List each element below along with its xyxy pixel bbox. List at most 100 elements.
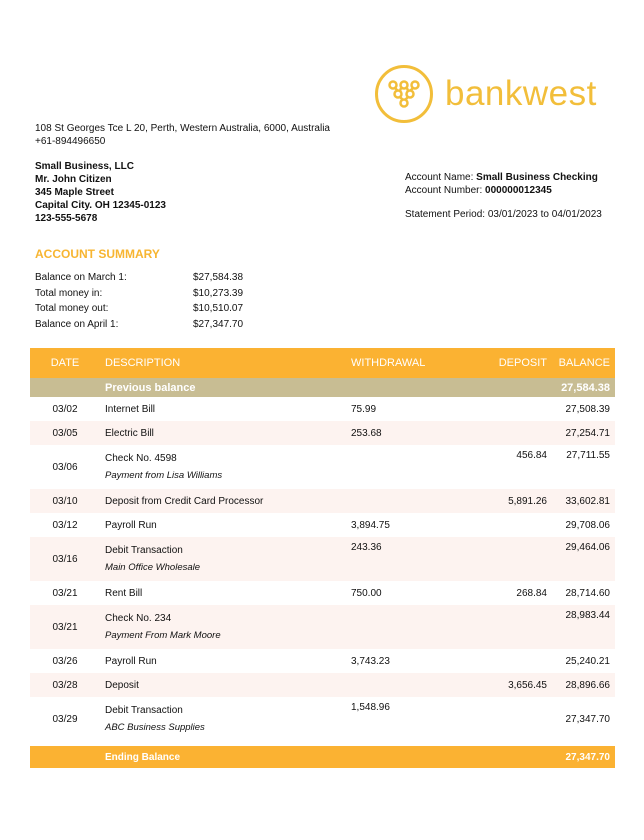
row-balance: 25,240.21	[565, 655, 611, 667]
row-description: Check No. 234 Payment From Mark Moore	[100, 605, 351, 649]
row-desc-main: Check No. 4598	[105, 453, 177, 464]
row-date: 03/21	[52, 587, 78, 599]
customer-line: 123-555-5678	[35, 213, 98, 224]
row-withdrawal: 243.36	[351, 537, 461, 581]
row-desc-main: Internet Bill	[105, 403, 156, 415]
row-balance: 27,254.71	[547, 421, 615, 445]
row-description: Rent Bill	[100, 581, 351, 605]
summary-value: $27,347.70	[193, 318, 244, 330]
summary-row: Total money in: $10,273.39	[35, 288, 243, 304]
row-deposit: 3,656.45	[461, 673, 547, 697]
row-withdrawal: 3,894.75	[351, 519, 390, 531]
account-name-label: Account Name:	[405, 172, 474, 183]
row-withdrawal: 3,743.23	[351, 655, 390, 667]
row-balance: 28,714.60	[565, 587, 611, 599]
row-deposit	[461, 649, 547, 673]
row-deposit: 456.84	[516, 450, 547, 461]
summary-label: Balance on March 1:	[35, 272, 127, 283]
account-number-label: Account Number:	[405, 185, 483, 196]
row-desc-main: Debit Transaction	[105, 545, 183, 556]
row-date: 03/28	[30, 673, 100, 697]
summary-value: $27,584.38	[193, 272, 244, 283]
summary-label: Total money out:	[35, 303, 109, 314]
row-description: Electric Bill	[100, 421, 351, 445]
summary-row: Balance on March 1: $27,584.38	[35, 272, 243, 288]
row-date: 03/12	[52, 519, 78, 531]
row-deposit: 5,891.26	[461, 489, 547, 513]
row-date: 03/26	[52, 655, 78, 667]
customer-line: 345 Maple Street	[35, 187, 114, 198]
header-date: DATE	[30, 348, 100, 378]
summary-label: Balance on April 1:	[35, 318, 119, 330]
bank-street: 108 St Georges Tce L 20, Perth, Western …	[35, 123, 330, 134]
row-withdrawal	[351, 673, 461, 697]
table-row: 03/05 Electric Bill 253.68 27,254.71	[30, 421, 615, 445]
row-deposit	[461, 697, 547, 741]
statement-period: Statement Period: 03/01/2023 to 04/01/20…	[405, 209, 602, 220]
bank-phone: +61-894496650	[35, 136, 106, 147]
header-withdrawal: WITHDRAWAL	[351, 348, 461, 378]
table-row: 03/29 Debit Transaction ABC Business Suppl…	[30, 697, 615, 741]
account-name: Small Business Checking	[476, 172, 598, 183]
summary-row: Total money out: $10,510.07	[35, 303, 243, 319]
table-row: 03/16 Debit Transaction Main Office Wholes…	[30, 537, 615, 581]
row-desc-main: Electric Bill	[105, 427, 154, 439]
prev-label: Previous balance	[100, 378, 351, 397]
customer-line: Small Business, LLC	[35, 161, 134, 172]
row-balance: 27,711.55	[566, 450, 610, 461]
row-withdrawal: 750.00	[351, 587, 382, 599]
table-row: 03/21 Check No. 234 Payment From Mark Moor…	[30, 605, 615, 649]
row-description: Deposit from Credit Card Processor	[100, 489, 351, 513]
row-balance: 27,508.39	[565, 403, 611, 415]
row-desc-sub: Main Office Wholesale	[105, 562, 201, 573]
row-description: Check No. 4598 Payment from Lisa Williams	[100, 445, 351, 489]
row-desc-sub: Payment from Lisa Williams	[105, 470, 223, 481]
row-withdrawal: 75.99	[351, 403, 377, 415]
customer-line: Mr. John Citizen	[35, 174, 112, 185]
account-number: 000000012345	[485, 185, 552, 196]
table-row: 03/06 Check No. 4598 Payment from Lisa Wil…	[30, 445, 615, 489]
table-row: 03/28 Deposit 3,656.45 28,896.66	[30, 673, 615, 697]
bankwest-logo: bankwest	[375, 65, 597, 123]
account-info: Account Name: Small Business Checking Ac…	[405, 171, 598, 197]
row-description: Payroll Run	[100, 513, 351, 537]
end-balance: 27,347.70	[547, 746, 615, 768]
table-row: 03/21 Rent Bill 750.00 268.84 28,714.60	[30, 581, 615, 605]
table-header: DATE DESCRIPTION WITHDRAWAL DEPOSIT BALANCE	[30, 348, 615, 378]
account-summary: Balance on March 1: $27,584.38 Total money…	[35, 272, 243, 334]
row-deposit	[461, 537, 547, 581]
row-balance: 29,708.06	[565, 519, 611, 531]
row-desc-main: Deposit from Credit Card Processor	[105, 495, 264, 507]
row-withdrawal	[351, 489, 461, 513]
row-balance: 28,983.44	[547, 605, 615, 649]
transactions-table: DATE DESCRIPTION WITHDRAWAL DEPOSIT BALANCE …	[30, 348, 615, 768]
row-desc-sub: ABC Business Supplies	[105, 722, 205, 733]
customer-block: Small Business, LLC Mr. John Citizen 345…	[35, 160, 166, 225]
row-description: Debit Transaction Main Office Wholesale	[100, 537, 351, 581]
end-dep	[461, 746, 547, 768]
row-description: Debit Transaction ABC Business Supplies	[100, 697, 351, 741]
row-date: 03/16	[30, 537, 100, 581]
row-desc-main: Payroll Run	[105, 519, 157, 531]
row-date: 03/29	[52, 713, 78, 725]
end-label: Ending Balance	[100, 746, 351, 768]
row-description: Internet Bill	[100, 397, 351, 421]
summary-value: $10,510.07	[193, 303, 244, 314]
table-row: 03/12 Payroll Run 3,894.75 29,708.06	[30, 513, 615, 537]
row-desc-main: Check No. 234	[105, 613, 172, 624]
row-date: 03/06	[52, 461, 78, 473]
row-desc-main: Rent Bill	[105, 587, 143, 599]
ending-balance-row: Ending Balance 27,347.70	[30, 746, 615, 768]
row-deposit	[461, 605, 547, 649]
row-withdrawal: 253.68	[351, 421, 461, 445]
header-description: DESCRIPTION	[100, 348, 351, 378]
prev-dep	[461, 378, 547, 397]
row-balance: 27,347.70	[565, 713, 611, 725]
table-row: 03/10 Deposit from Credit Card Processor 5…	[30, 489, 615, 513]
header-deposit: DEPOSIT	[461, 348, 547, 378]
row-balance: 29,464.06	[547, 537, 615, 581]
bankwest-knot-logo-icon	[375, 65, 433, 123]
prev-balance: 27,584.38	[547, 378, 615, 397]
row-deposit	[461, 513, 547, 537]
